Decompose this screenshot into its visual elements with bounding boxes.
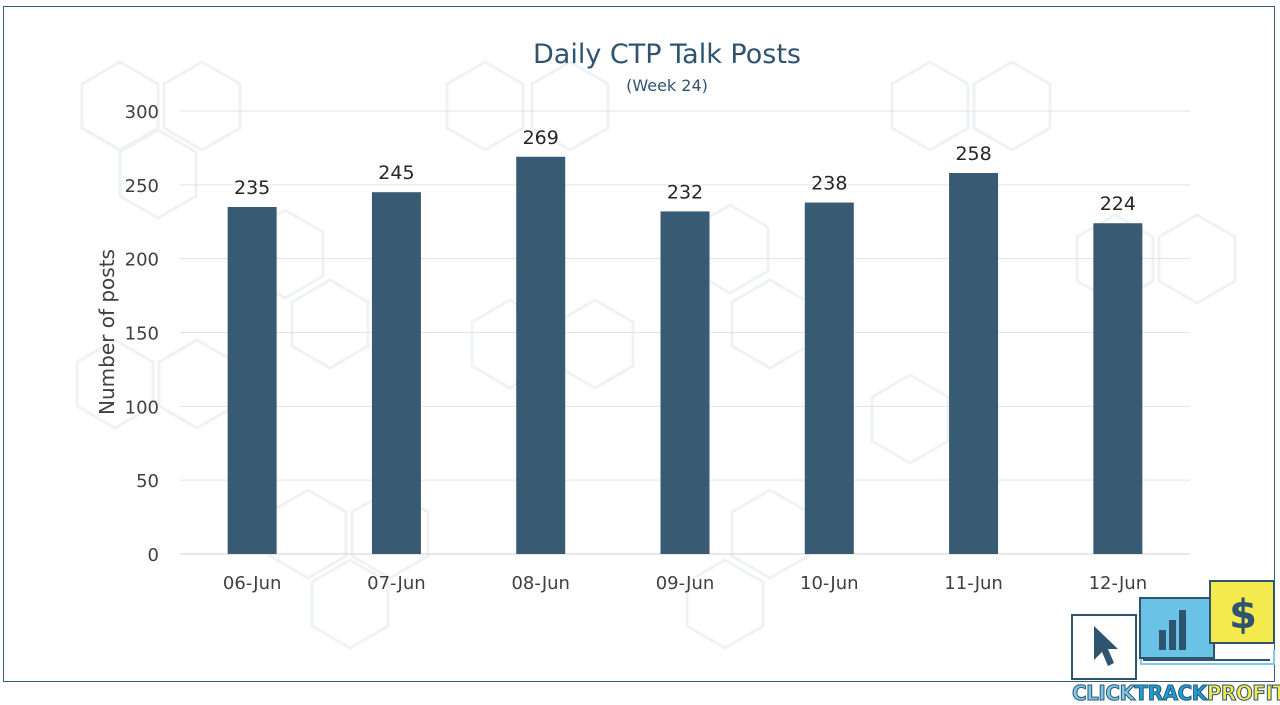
chart-frame bbox=[3, 6, 1275, 682]
y-tick-label: 300 bbox=[125, 102, 159, 123]
bar bbox=[371, 192, 421, 554]
y-tick-labels: 0 50 100 150 200 250 300 bbox=[125, 102, 159, 566]
bar bbox=[804, 202, 854, 554]
y-tick-label: 100 bbox=[125, 397, 159, 418]
x-tick-label: 08-Jun bbox=[511, 573, 570, 594]
y-tick-label: 150 bbox=[125, 324, 159, 345]
bar bbox=[660, 211, 710, 554]
data-label: 232 bbox=[667, 181, 703, 203]
x-tick-label: 07-Jun bbox=[367, 573, 426, 594]
y-tick-label: 50 bbox=[136, 471, 159, 492]
data-label: 238 bbox=[811, 173, 847, 195]
x-tick-labels: 06-Jun 07-Jun 08-Jun 09-Jun 10-Jun 11-Jun 12-J… bbox=[223, 573, 1147, 594]
chart-subtitle: (Week 24) bbox=[626, 76, 708, 95]
y-axis-label: Number of posts bbox=[95, 249, 119, 415]
data-label: 245 bbox=[378, 162, 414, 184]
x-tick-label: 11-Jun bbox=[944, 573, 1003, 594]
y-tick-label: 200 bbox=[125, 250, 159, 271]
cursor-icon bbox=[1071, 614, 1137, 680]
bar bbox=[1093, 223, 1143, 554]
bar bbox=[949, 173, 999, 554]
x-tick-label: 12-Jun bbox=[1089, 573, 1148, 594]
bar bbox=[227, 206, 277, 554]
x-tick-label: 09-Jun bbox=[656, 573, 715, 594]
dollar-icon: $ bbox=[1209, 580, 1275, 644]
data-label: 235 bbox=[234, 177, 270, 199]
data-label: 269 bbox=[523, 127, 559, 149]
bar bbox=[516, 156, 566, 554]
bars bbox=[227, 156, 1143, 554]
data-label: 224 bbox=[1100, 193, 1136, 215]
logo-wordmark: CLICK TRACK PROFIT bbox=[1072, 681, 1280, 705]
clicktrackprofit-logo: $ bbox=[1071, 580, 1275, 680]
x-tick-label: 10-Jun bbox=[800, 573, 859, 594]
data-label: 258 bbox=[955, 143, 991, 165]
logo-text-click: CLICK bbox=[1072, 681, 1136, 705]
bar-chart-icon bbox=[1139, 597, 1215, 659]
logo-text-profit: PROFIT bbox=[1206, 681, 1280, 705]
logo-text-track: TRACK bbox=[1134, 681, 1208, 705]
data-labels: 235 245 269 232 238 258 224 bbox=[234, 127, 1136, 215]
x-tick-label: 06-Jun bbox=[223, 573, 282, 594]
y-tick-label: 0 bbox=[148, 545, 159, 566]
y-tick-label: 250 bbox=[125, 176, 159, 197]
dollar-glyph: $ bbox=[1229, 592, 1257, 638]
chart-title: Daily CTP Talk Posts bbox=[533, 39, 801, 70]
